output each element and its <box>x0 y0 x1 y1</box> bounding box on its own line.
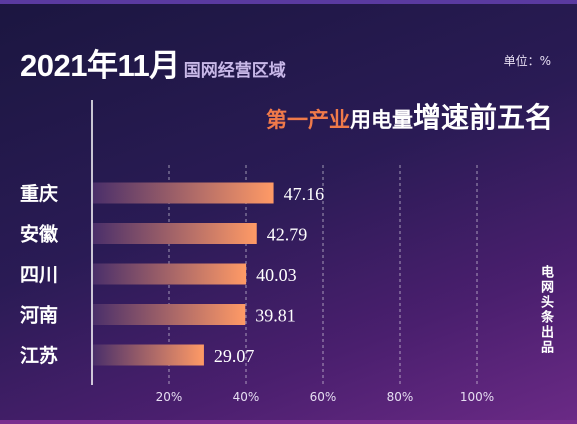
unit-label: 单位：% <box>503 54 551 68</box>
subtitle-industry: 第一产业 <box>265 108 350 132</box>
credit-text: 电网头条出品 <box>538 265 553 355</box>
chart-title: 2021年11月 国网经营区域 <box>20 40 286 83</box>
bar <box>93 182 274 204</box>
label-layer: 重庆 47.16 安徽 42.79 四川 40.03 河南 39.81 江苏 29.07 <box>20 182 324 367</box>
chart-subtitle: 第一产业 用电量 增速前五名 <box>266 96 553 136</box>
x-tick-label: 20% <box>156 390 183 404</box>
bar <box>93 304 246 325</box>
category-label: 安徽 <box>20 223 59 246</box>
bar <box>93 223 257 244</box>
subtitle-rank: 增速前五名 <box>412 101 553 134</box>
bottom-border <box>0 420 577 424</box>
category-label: 四川 <box>20 264 58 286</box>
value-label: 42.79 <box>267 225 308 245</box>
category-label: 江苏 <box>20 344 58 367</box>
subtitle-metric: 用电量 <box>349 108 413 132</box>
x-tick-label: 60% <box>310 390 337 404</box>
x-tick-layer: 20% 40% 60% 80% 100% <box>156 390 494 404</box>
x-tick-label: 80% <box>387 390 414 404</box>
value-label: 29.07 <box>214 346 255 366</box>
bar <box>93 263 247 285</box>
top-border <box>0 0 577 4</box>
title-region: 国网经营区域 <box>183 61 286 81</box>
x-tick-label: 40% <box>233 390 260 404</box>
value-label: 47.16 <box>284 184 325 204</box>
bar <box>93 344 204 366</box>
category-label: 重庆 <box>20 182 58 205</box>
bar-layer <box>93 182 274 366</box>
value-label: 40.03 <box>256 265 297 285</box>
x-tick-label: 100% <box>460 390 494 404</box>
value-label: 39.81 <box>255 306 296 326</box>
category-label: 河南 <box>20 305 58 327</box>
title-date: 2021年11月 <box>20 48 180 83</box>
